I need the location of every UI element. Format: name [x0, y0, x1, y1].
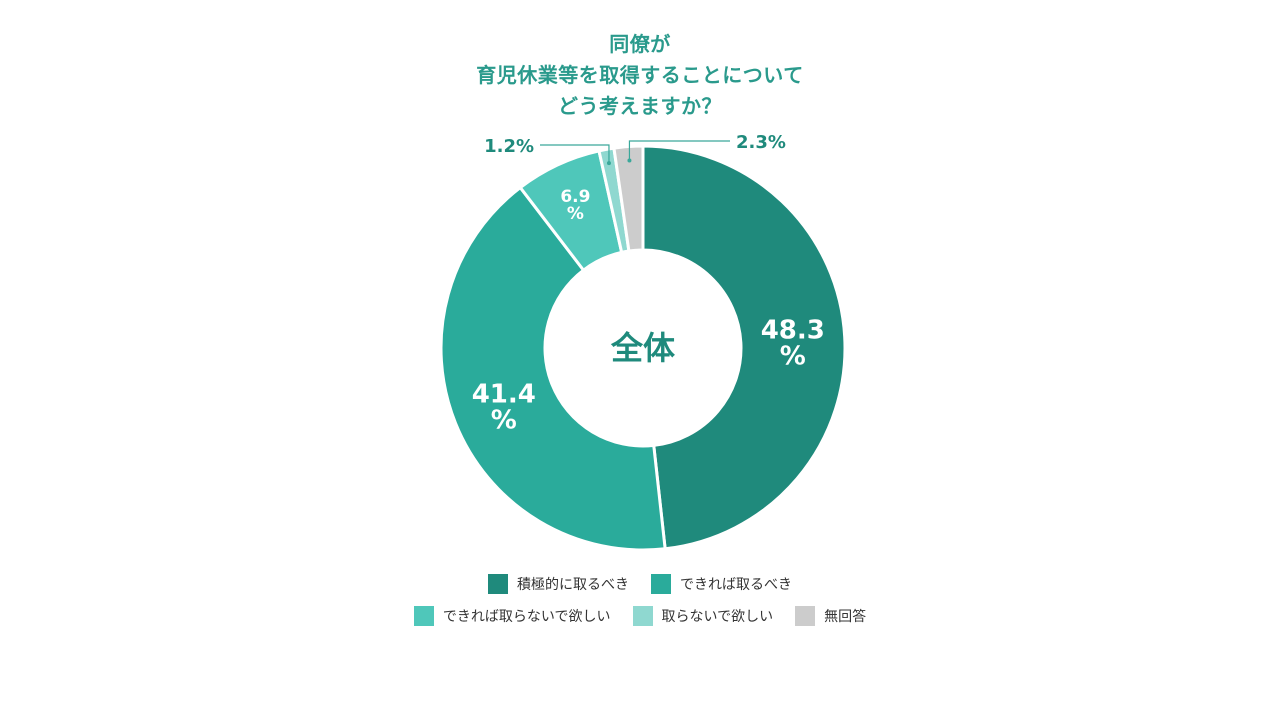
donut-slice	[641, 144, 847, 551]
legend-swatch	[488, 574, 508, 594]
legend-label: 無回答	[824, 609, 867, 625]
legend-item: 取らないで欲しい	[632, 606, 774, 626]
slice-value-label: 48.3	[761, 315, 825, 345]
slice-unit-label: %	[491, 406, 517, 436]
slice-value-label: 1.2%	[484, 136, 534, 157]
chart-title-line-1: 同僚が	[609, 32, 671, 56]
legend-label: できれば取るべき	[680, 577, 792, 593]
slice-unit-label: %	[567, 204, 584, 224]
legend-swatch	[413, 606, 434, 626]
slice-value-label: 2.3%	[736, 132, 786, 153]
legend-swatch	[651, 574, 671, 594]
legend-item: できれば取るべき	[651, 574, 792, 594]
leader-line	[540, 144, 610, 164]
slice-value-label: 6.9	[560, 187, 590, 207]
leader-line	[628, 140, 730, 161]
chart-title-line-3: どう考えますか？	[558, 94, 722, 118]
legend-item: できれば取らないで欲しい	[413, 606, 611, 626]
chart-title-line-2: 育児休業等を取得することについて	[476, 63, 804, 87]
slice-value-label: 41.4	[472, 380, 536, 410]
legend-item: 無回答	[795, 606, 866, 626]
legend-swatch	[795, 606, 816, 626]
legend-label: できれば取らないで欲しい	[442, 609, 611, 625]
slice-unit-label: %	[780, 341, 806, 371]
donut-slice	[612, 144, 645, 253]
donut-slice	[439, 186, 667, 552]
center-label: 全体	[610, 329, 675, 367]
legend-swatch	[632, 606, 653, 626]
legend-row-2: できれば取らないで欲しい 取らないで欲しい 無回答	[0, 606, 1280, 626]
legend-row-1: 積極的に取るべき できれば取るべき	[0, 574, 1280, 594]
legend-label: 積極的に取るべき	[517, 577, 629, 593]
legend-item: 積極的に取るべき	[488, 574, 629, 594]
legend-label: 取らないで欲しい	[661, 609, 774, 625]
